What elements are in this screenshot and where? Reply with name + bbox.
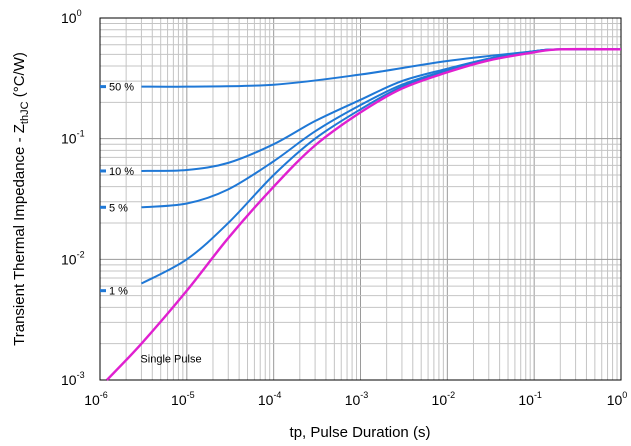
series-line-single-pulse [106, 47, 622, 381]
grid [99, 18, 621, 381]
series-label-1: 1 % [109, 286, 128, 298]
x-tick-label: 10-6 [84, 390, 108, 408]
series-label-layer: 50 % 10 % 5 % 1 % Single Pulse [100, 82, 202, 365]
y-tick-label: 10-1 [61, 129, 85, 147]
series-label-10: 10 % [109, 166, 134, 178]
series-label-5: 5 % [109, 202, 128, 214]
y-axis-label: Transient Thermal Impedance - ZthJC (°C/… [11, 52, 31, 346]
x-axis-label: tp, Pulse Duration (s) [290, 424, 431, 441]
series-label-single-pulse: Single Pulse [140, 353, 201, 365]
x-tick-label: 10-2 [432, 390, 456, 408]
x-tick-label: 10-5 [171, 390, 195, 408]
x-tick-label: 100 [607, 390, 628, 408]
y-axis-label-main: Transient Thermal Impedance - Z [11, 124, 28, 346]
y-tick-labels: 100 10-1 10-2 10-3 [61, 8, 85, 388]
x-tick-labels: 10-6 10-5 10-4 10-3 10-2 10-1 100 [84, 390, 627, 408]
x-tick-label: 10-1 [518, 390, 542, 408]
plot-frame [99, 17, 622, 381]
series-layer [106, 47, 622, 381]
y-axis-label-unit: (°C/W) [11, 52, 28, 101]
y-axis-label-subscript: thJC [19, 101, 31, 124]
x-tick-label: 10-4 [258, 390, 282, 408]
y-tick-label: 100 [61, 8, 82, 26]
y-tick-label: 10-2 [61, 249, 85, 267]
y-tick-label: 10-3 [61, 370, 85, 388]
series-label-50: 50 % [109, 82, 134, 94]
x-tick-label: 10-3 [345, 390, 369, 408]
